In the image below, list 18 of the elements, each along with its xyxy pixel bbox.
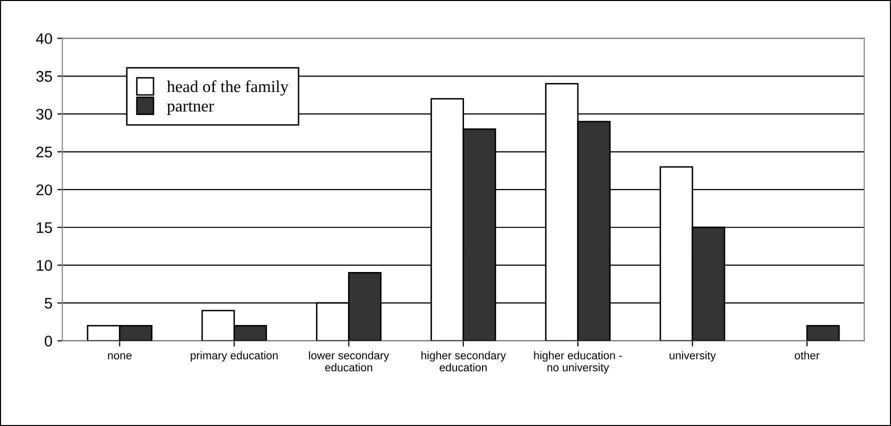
y-tick-label: 5	[44, 298, 52, 309]
x-tick-label: university	[670, 351, 716, 362]
x-tick-label: higher education - no university	[534, 351, 622, 374]
y-tick-label: 15	[36, 222, 52, 234]
y-tick-label: 10	[36, 260, 52, 271]
x-tick-label: primary education	[190, 351, 278, 362]
y-tick-label: 35	[36, 71, 52, 82]
y-tick-label: 0	[44, 336, 52, 346]
x-tick-label: higher secondary education	[421, 351, 506, 372]
y-tick-label: 25	[36, 146, 52, 158]
x-tick-label: other	[794, 351, 820, 360]
x-tick-label: none	[108, 353, 132, 360]
legend-label: head of the family	[167, 80, 288, 96]
y-tick-label: 40	[36, 33, 52, 44]
y-tick-label: 30	[36, 108, 52, 120]
y-tick-label: 20	[36, 184, 52, 196]
x-tick-label: lower secondary education	[309, 351, 390, 372]
legend-label: partner	[167, 102, 214, 115]
